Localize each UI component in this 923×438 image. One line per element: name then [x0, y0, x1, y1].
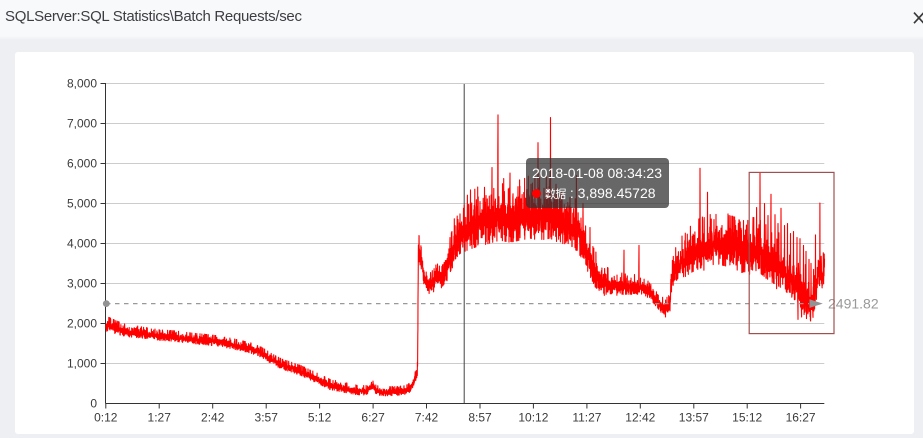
- svg-text:0:12: 0:12: [94, 410, 118, 424]
- svg-text:12:42: 12:42: [625, 410, 655, 424]
- svg-text:7,000: 7,000: [67, 117, 97, 131]
- svg-text:6,000: 6,000: [67, 157, 97, 171]
- svg-text:4,000: 4,000: [67, 237, 97, 251]
- svg-text:11:27: 11:27: [572, 410, 601, 424]
- svg-text:8,000: 8,000: [67, 77, 97, 91]
- svg-text:3:57: 3:57: [255, 410, 279, 424]
- svg-text:1:27: 1:27: [148, 410, 172, 424]
- svg-text:6:27: 6:27: [361, 410, 385, 424]
- svg-text:2491.82: 2491.82: [828, 296, 879, 312]
- svg-text:10:12: 10:12: [518, 410, 548, 424]
- svg-text:5:12: 5:12: [308, 410, 332, 424]
- svg-text:3,000: 3,000: [67, 277, 97, 291]
- svg-text:2:42: 2:42: [201, 410, 225, 424]
- svg-text:13:57: 13:57: [679, 410, 709, 424]
- svg-text:0: 0: [90, 397, 97, 411]
- svg-text:5,000: 5,000: [67, 197, 97, 211]
- svg-text:1,000: 1,000: [67, 357, 97, 371]
- svg-text:15:12: 15:12: [732, 410, 762, 424]
- svg-text:2,000: 2,000: [67, 317, 97, 331]
- svg-text:16:27: 16:27: [786, 410, 816, 424]
- svg-text:8:57: 8:57: [468, 410, 492, 424]
- svg-text:7:42: 7:42: [415, 410, 439, 424]
